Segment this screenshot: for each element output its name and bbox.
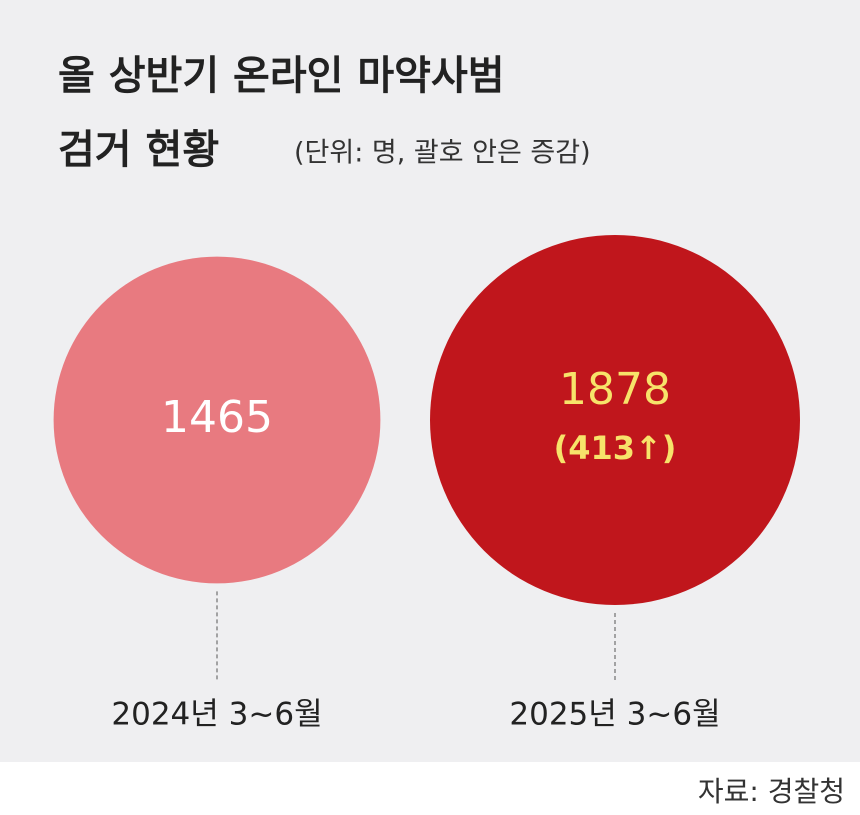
- chart-title: 검거 현황: [58, 127, 219, 173]
- chart-subtitle: (단위: 명, 괄호 안은 증감): [294, 138, 591, 169]
- source: 자료: 경찰청: [698, 775, 845, 808]
- value-label: 1878: [559, 364, 671, 415]
- value-label: 1465: [161, 392, 273, 443]
- x-tick-label: 2024년 3~6월: [111, 697, 322, 733]
- bubble: [430, 235, 800, 605]
- chart-title: 올 상반기 온라인 마약사범: [58, 53, 505, 99]
- x-tick-label: 2025년 3~6월: [509, 697, 720, 733]
- bubble: [53, 256, 381, 584]
- change-label: (413↑): [554, 429, 677, 467]
